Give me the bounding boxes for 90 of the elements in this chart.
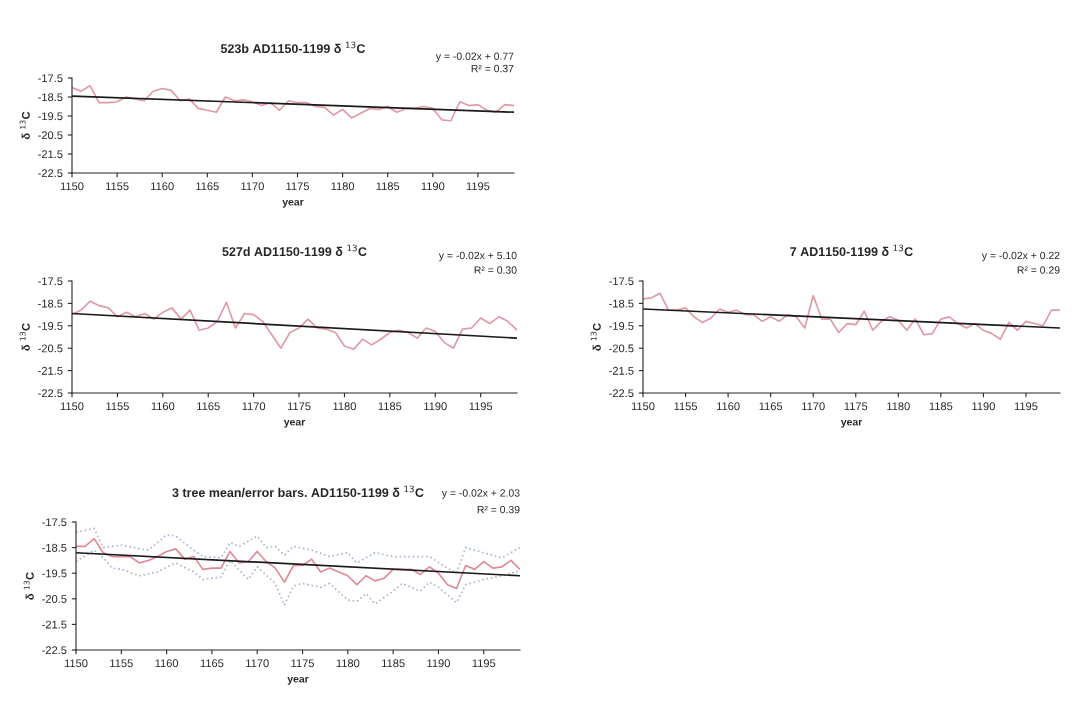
y-axis-title: δ $^{13}$C (19, 111, 30, 140)
y-tick-label: -20.5 (38, 131, 63, 140)
chart-title: 3 tree mean/error bars. AD1150-1199 δ $^{13}$C (172, 485, 424, 498)
x-tick-label: 1150 (64, 659, 88, 668)
x-tick-label: 1185 (376, 182, 400, 191)
x-tick-label: 1170 (802, 402, 825, 411)
x-tick-label: 1160 (717, 402, 740, 411)
x-tick-label: 1170 (246, 659, 269, 668)
y-tick-label: -21.5 (609, 366, 634, 375)
x-axis-title: year (840, 419, 863, 428)
chart-title: 527d AD1150-1199 δ $^{13}$C (222, 244, 367, 257)
y-tick-label: -17.5 (38, 277, 63, 286)
x-tick-label: 1175 (844, 402, 868, 411)
x-tick-label: 1190 (972, 402, 995, 411)
x-tick-label: 1195 (469, 402, 493, 411)
y-axis-title: δ $^{13}$C (590, 323, 601, 351)
y-tick-label: -22.5 (38, 169, 63, 178)
line-series (643, 292, 1060, 341)
x-tick-label: 1175 (287, 402, 311, 411)
x-tick-label: 1165 (196, 182, 219, 191)
x-tick-label: 1150 (60, 182, 84, 191)
y-tick-label: -22.5 (609, 389, 634, 398)
x-tick-label: 1160 (151, 402, 175, 411)
x-tick-label: 1170 (242, 402, 266, 411)
line-series (72, 300, 517, 351)
x-tick-label: 1155 (106, 402, 129, 411)
x-tick-label: 1190 (424, 402, 447, 411)
y-tick-label: -21.5 (38, 150, 63, 159)
y-tick-label: -18.5 (38, 299, 63, 308)
text: y = -0.02x + 0.22 (981, 251, 1060, 262)
y-tick-label: -22.5 (42, 646, 67, 655)
chart-title: 523b AD1150-1199 δ $^{13}$C (220, 41, 366, 54)
y-tick-label: -18.5 (609, 299, 634, 308)
x-tick-label: 1155 (110, 659, 133, 668)
y-tick-label: -20.5 (38, 344, 63, 353)
x-tick-label: 1155 (674, 402, 698, 411)
x-tick-label: 1165 (200, 659, 224, 668)
x-tick-label: 1180 (333, 402, 356, 411)
x-tick-label: 1185 (378, 402, 402, 411)
x-axis-title: year (287, 676, 309, 685)
y-tick-label: -19.5 (609, 322, 634, 330)
y-tick-label: -20.5 (42, 595, 67, 603)
y-tick-label: -22.5 (38, 389, 63, 398)
x-tick-label: 1165 (197, 402, 220, 411)
y-axis-title: δ $^{13}$C (19, 323, 30, 351)
x-tick-label: 1180 (331, 182, 355, 191)
y-tick-label: -21.5 (38, 366, 63, 375)
y-tick-label: -18.5 (38, 93, 63, 102)
text: R² = 0.30 (474, 266, 517, 274)
y-tick-label: -18.5 (42, 543, 67, 552)
y-tick-label: -21.5 (42, 620, 67, 629)
x-tick-label: 1170 (241, 182, 264, 191)
x-tick-label: 1165 (759, 402, 783, 411)
text: R² = 0.37 (471, 64, 514, 73)
y-tick-label: -17.5 (38, 74, 63, 83)
x-tick-label: 1180 (336, 659, 360, 668)
y-tick-label: -19.5 (38, 112, 63, 121)
x-tick-label: 1150 (60, 402, 84, 411)
chart-title: 7 AD1150-1199 δ $^{13}$C (790, 244, 913, 257)
line-series (76, 537, 520, 590)
x-tick-label: 1195 (466, 182, 490, 191)
text: R² = 0.29 (1017, 266, 1060, 274)
line-series (76, 549, 520, 607)
text: y = -0.02x + 5.10 (438, 251, 517, 262)
x-tick-label: 1195 (472, 659, 496, 668)
text: R² = 0.39 (477, 505, 520, 514)
text: y = -0.02x + 0.77 (435, 52, 514, 62)
x-tick-label: 1180 (887, 402, 910, 411)
y-tick-label: -17.5 (42, 518, 67, 527)
x-tick-label: 1185 (382, 659, 405, 668)
x-tick-label: 1150 (631, 402, 655, 411)
x-tick-label: 1160 (151, 182, 174, 191)
x-axis-title: year (283, 419, 306, 428)
x-tick-label: 1190 (421, 182, 445, 191)
x-tick-label: 1155 (106, 182, 129, 191)
x-axis-title: year (282, 199, 304, 208)
x-tick-label: 1175 (286, 182, 309, 191)
y-tick-label: -20.5 (609, 344, 634, 353)
text: y = -0.02x + 2.03 (441, 489, 520, 499)
y-axis-title: δ $^{13}$C (23, 572, 34, 600)
x-tick-label: 1185 (929, 402, 953, 411)
x-tick-label: 1190 (427, 659, 450, 668)
x-tick-label: 1160 (155, 659, 179, 668)
x-tick-label: 1175 (291, 659, 315, 668)
line-series (76, 527, 520, 575)
x-tick-label: 1195 (1014, 402, 1038, 411)
y-tick-label: -17.5 (609, 277, 634, 286)
y-tick-label: -19.5 (38, 322, 63, 330)
y-tick-label: -19.5 (42, 569, 67, 578)
line-series (72, 84, 514, 122)
